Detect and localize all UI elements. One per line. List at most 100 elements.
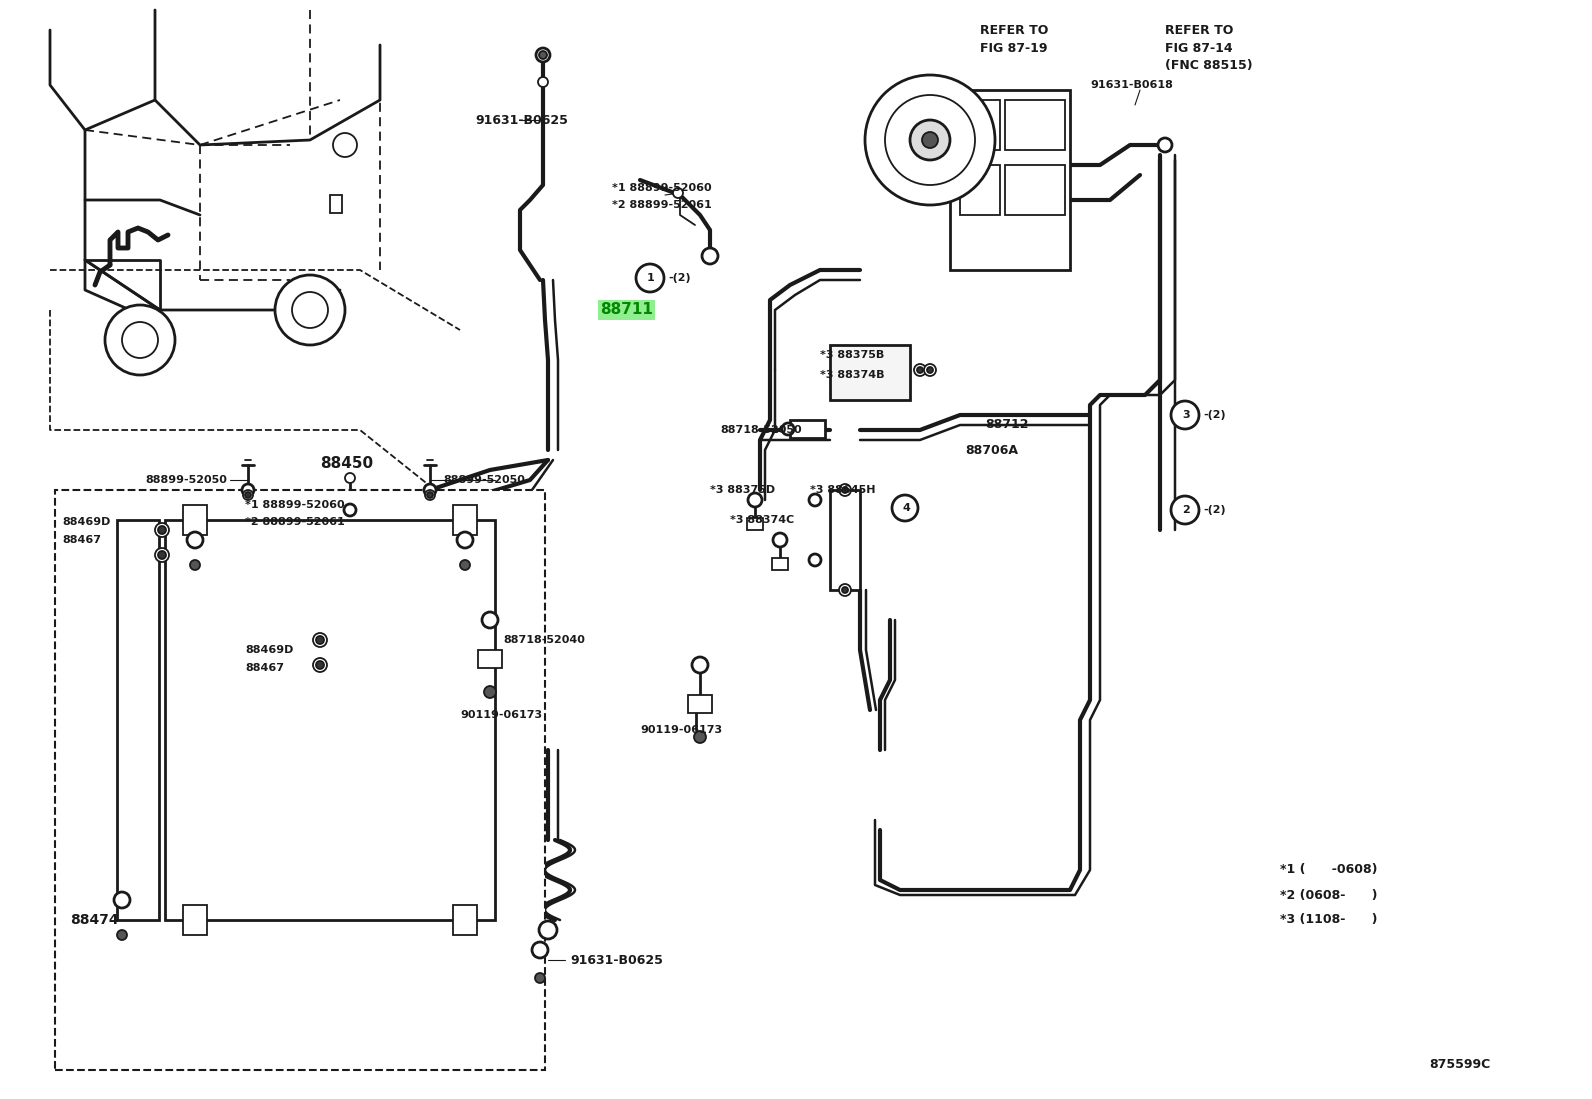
Circle shape [275, 275, 345, 345]
Bar [330, 195, 342, 213]
Text: 88712: 88712 [985, 419, 1028, 432]
Text: 4: 4 [903, 503, 911, 513]
Bar [166, 520, 495, 920]
Circle shape [774, 533, 786, 547]
Text: 88718-52040: 88718-52040 [503, 635, 584, 645]
Circle shape [540, 51, 548, 59]
Bar [183, 904, 207, 935]
Circle shape [115, 892, 131, 908]
Circle shape [537, 48, 549, 62]
Circle shape [842, 587, 849, 593]
Bar [116, 520, 159, 920]
Circle shape [460, 560, 470, 570]
Bar [1005, 165, 1065, 215]
Text: -(2): -(2) [669, 273, 691, 284]
Text: 88718-52050: 88718-52050 [720, 425, 802, 435]
Bar [950, 90, 1070, 270]
Text: *3 (1108-      ): *3 (1108- ) [1280, 913, 1377, 926]
Circle shape [911, 120, 950, 160]
Circle shape [245, 492, 252, 498]
Circle shape [482, 612, 498, 628]
Text: *2 88899-52061: *2 88899-52061 [245, 517, 345, 528]
Circle shape [344, 504, 357, 517]
Bar [960, 100, 1000, 149]
Bar [790, 420, 825, 439]
Circle shape [693, 657, 708, 673]
Text: *3 88374C: *3 88374C [731, 515, 794, 525]
Circle shape [635, 264, 664, 292]
Circle shape [923, 364, 936, 376]
Bar [829, 490, 860, 590]
Bar [183, 506, 207, 535]
Circle shape [922, 132, 938, 148]
Circle shape [105, 306, 175, 375]
Text: 91631-B0618: 91631-B0618 [1091, 80, 1173, 90]
Text: *2 88899-52061: *2 88899-52061 [611, 200, 712, 210]
Text: *1 (      -0608): *1 ( -0608) [1280, 864, 1377, 877]
Circle shape [927, 367, 933, 373]
Text: 88899-52050: 88899-52050 [145, 475, 228, 485]
Circle shape [839, 484, 852, 496]
Circle shape [535, 973, 544, 983]
Bar [454, 904, 478, 935]
Bar [747, 518, 763, 530]
Circle shape [839, 584, 852, 596]
Text: -(2): -(2) [1204, 506, 1226, 515]
Circle shape [540, 921, 557, 939]
Text: 3: 3 [1183, 410, 1189, 420]
Circle shape [532, 942, 548, 958]
Text: *1 88899-52060: *1 88899-52060 [245, 500, 344, 510]
Circle shape [242, 484, 255, 496]
Circle shape [154, 523, 169, 537]
Text: 91631-B0625: 91631-B0625 [474, 113, 568, 126]
Circle shape [123, 322, 158, 358]
Text: -(2): -(2) [1204, 410, 1226, 420]
Text: (FNC 88515): (FNC 88515) [1165, 58, 1253, 71]
Circle shape [291, 292, 328, 328]
Text: 2: 2 [1183, 506, 1189, 515]
Text: 875599C: 875599C [1428, 1058, 1490, 1072]
Circle shape [314, 633, 326, 647]
Text: 88706A: 88706A [965, 444, 1017, 456]
Circle shape [315, 636, 325, 644]
Bar [56, 490, 544, 1070]
Circle shape [333, 133, 357, 157]
Text: 88711: 88711 [600, 302, 653, 318]
Circle shape [673, 188, 683, 198]
Bar [772, 558, 788, 570]
Circle shape [425, 490, 435, 500]
Circle shape [809, 493, 821, 506]
Bar [1005, 100, 1065, 149]
Text: FIG 87-19: FIG 87-19 [981, 42, 1048, 55]
Text: FIG 87-14: FIG 87-14 [1165, 42, 1232, 55]
Text: 88469D: 88469D [62, 517, 110, 528]
Circle shape [694, 731, 705, 743]
Text: *3 88645H: *3 88645H [810, 485, 876, 495]
Text: 88474: 88474 [70, 913, 119, 926]
Circle shape [892, 495, 919, 521]
Text: *3 88375B: *3 88375B [820, 349, 884, 360]
Circle shape [158, 526, 166, 534]
Circle shape [842, 487, 849, 493]
Text: 88467: 88467 [62, 535, 100, 545]
Circle shape [186, 532, 204, 548]
Circle shape [457, 532, 473, 548]
Bar [454, 506, 478, 535]
Text: 88450: 88450 [320, 455, 373, 470]
Circle shape [427, 492, 433, 498]
Text: *2 (0608-      ): *2 (0608- ) [1280, 889, 1377, 902]
Text: 88467: 88467 [245, 663, 283, 673]
Text: REFER TO: REFER TO [981, 23, 1049, 36]
Text: 90119-06173: 90119-06173 [640, 725, 723, 735]
Circle shape [116, 930, 127, 940]
Circle shape [484, 686, 497, 698]
Text: 91631-B0625: 91631-B0625 [570, 954, 662, 966]
Bar [829, 345, 911, 400]
Text: *1 88899-52060: *1 88899-52060 [611, 184, 712, 193]
Circle shape [885, 95, 974, 185]
Text: REFER TO: REFER TO [1165, 23, 1234, 36]
Text: *3 88374B: *3 88374B [820, 370, 885, 380]
Text: 88899-52050: 88899-52050 [443, 475, 525, 485]
Circle shape [748, 493, 763, 507]
Circle shape [1157, 138, 1172, 152]
